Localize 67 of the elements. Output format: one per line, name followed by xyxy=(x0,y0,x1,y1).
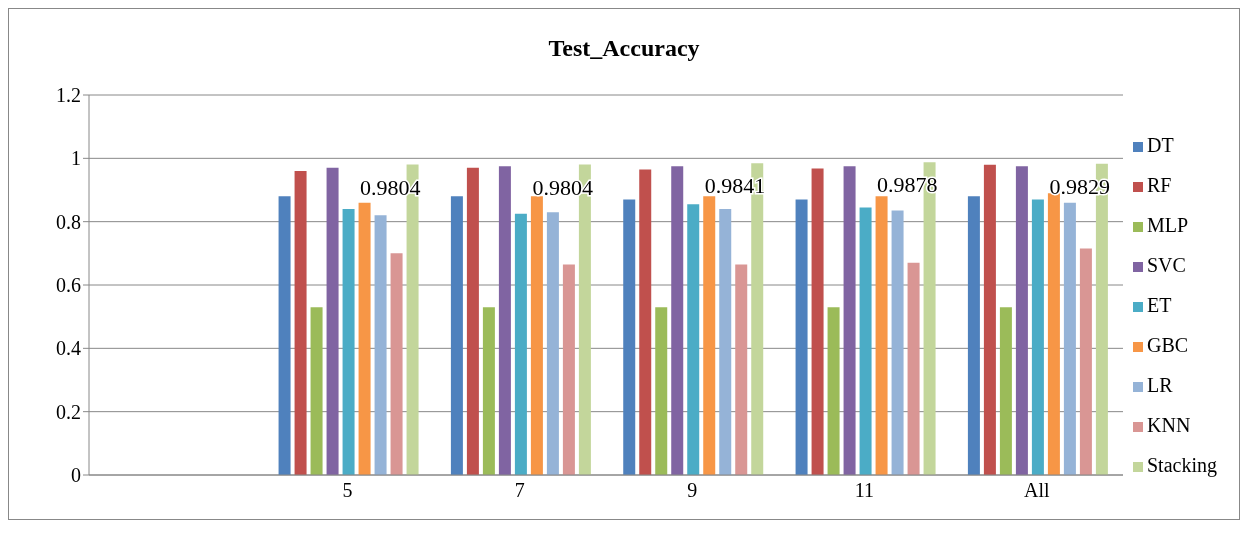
bar xyxy=(450,196,463,475)
legend-label: DT xyxy=(1147,134,1174,156)
bar xyxy=(1047,193,1060,475)
data-label: 0.9829 xyxy=(1049,173,1110,199)
legend-label: GBC xyxy=(1147,334,1189,356)
bar xyxy=(795,199,808,475)
bar xyxy=(390,253,403,475)
data-label: 0.9804 xyxy=(360,174,421,200)
bar xyxy=(655,307,668,475)
bar xyxy=(719,209,732,475)
bar xyxy=(1031,199,1044,475)
bar xyxy=(999,307,1012,475)
bar xyxy=(907,262,920,475)
bar xyxy=(1063,202,1076,475)
bar xyxy=(530,196,543,475)
bar xyxy=(735,264,748,475)
data-label: 0.9804 xyxy=(532,174,593,200)
legend-label: MLP xyxy=(1147,214,1189,236)
bar xyxy=(967,196,980,475)
bar xyxy=(875,196,888,475)
data-label: 0.9878 xyxy=(877,172,938,198)
bar xyxy=(342,209,355,475)
legend-label: Stacking xyxy=(1147,454,1217,476)
legend-label: ET xyxy=(1147,294,1172,316)
legend-label: LR xyxy=(1147,374,1173,396)
bar xyxy=(1015,166,1028,475)
bar xyxy=(671,166,684,475)
bar xyxy=(1079,248,1092,475)
bar xyxy=(703,196,716,475)
bar xyxy=(546,212,559,475)
x-tick-label: 5 xyxy=(342,479,353,502)
x-tick-label: 11 xyxy=(854,479,875,502)
x-tick-label: 9 xyxy=(687,479,698,502)
bar xyxy=(310,307,323,475)
bar xyxy=(278,196,291,475)
bar xyxy=(358,202,371,475)
y-tick-label: 0.4 xyxy=(56,337,81,360)
y-tick-label: 0.8 xyxy=(56,210,81,233)
y-tick-label: 0.2 xyxy=(56,400,81,423)
y-tick-label: 0.6 xyxy=(56,274,81,297)
bar xyxy=(983,164,996,475)
bar xyxy=(374,215,387,475)
y-tick-label: 1 xyxy=(71,147,81,170)
legend-label: RF xyxy=(1147,174,1172,196)
bar xyxy=(639,169,652,475)
bar xyxy=(498,166,511,475)
y-tick-label: 0 xyxy=(71,464,81,487)
bar xyxy=(562,264,575,475)
bar xyxy=(514,213,527,475)
data-label: 0.9841 xyxy=(704,173,766,199)
bar xyxy=(811,168,824,475)
bar xyxy=(859,207,872,475)
bar xyxy=(843,166,856,475)
bar xyxy=(827,307,840,475)
bar xyxy=(326,167,339,475)
bar xyxy=(623,199,636,475)
bar xyxy=(294,171,307,475)
legend-label: KNN xyxy=(1147,414,1191,436)
chart-title: Test_Accuracy xyxy=(547,34,701,63)
bar xyxy=(466,167,479,475)
x-tick-label: 7 xyxy=(514,479,525,502)
bar xyxy=(891,210,904,475)
bar xyxy=(482,307,495,475)
y-tick-label: 1.2 xyxy=(56,84,81,107)
bar xyxy=(687,204,700,475)
legend-label: SVC xyxy=(1147,254,1186,276)
x-tick-label: All xyxy=(1024,479,1051,502)
